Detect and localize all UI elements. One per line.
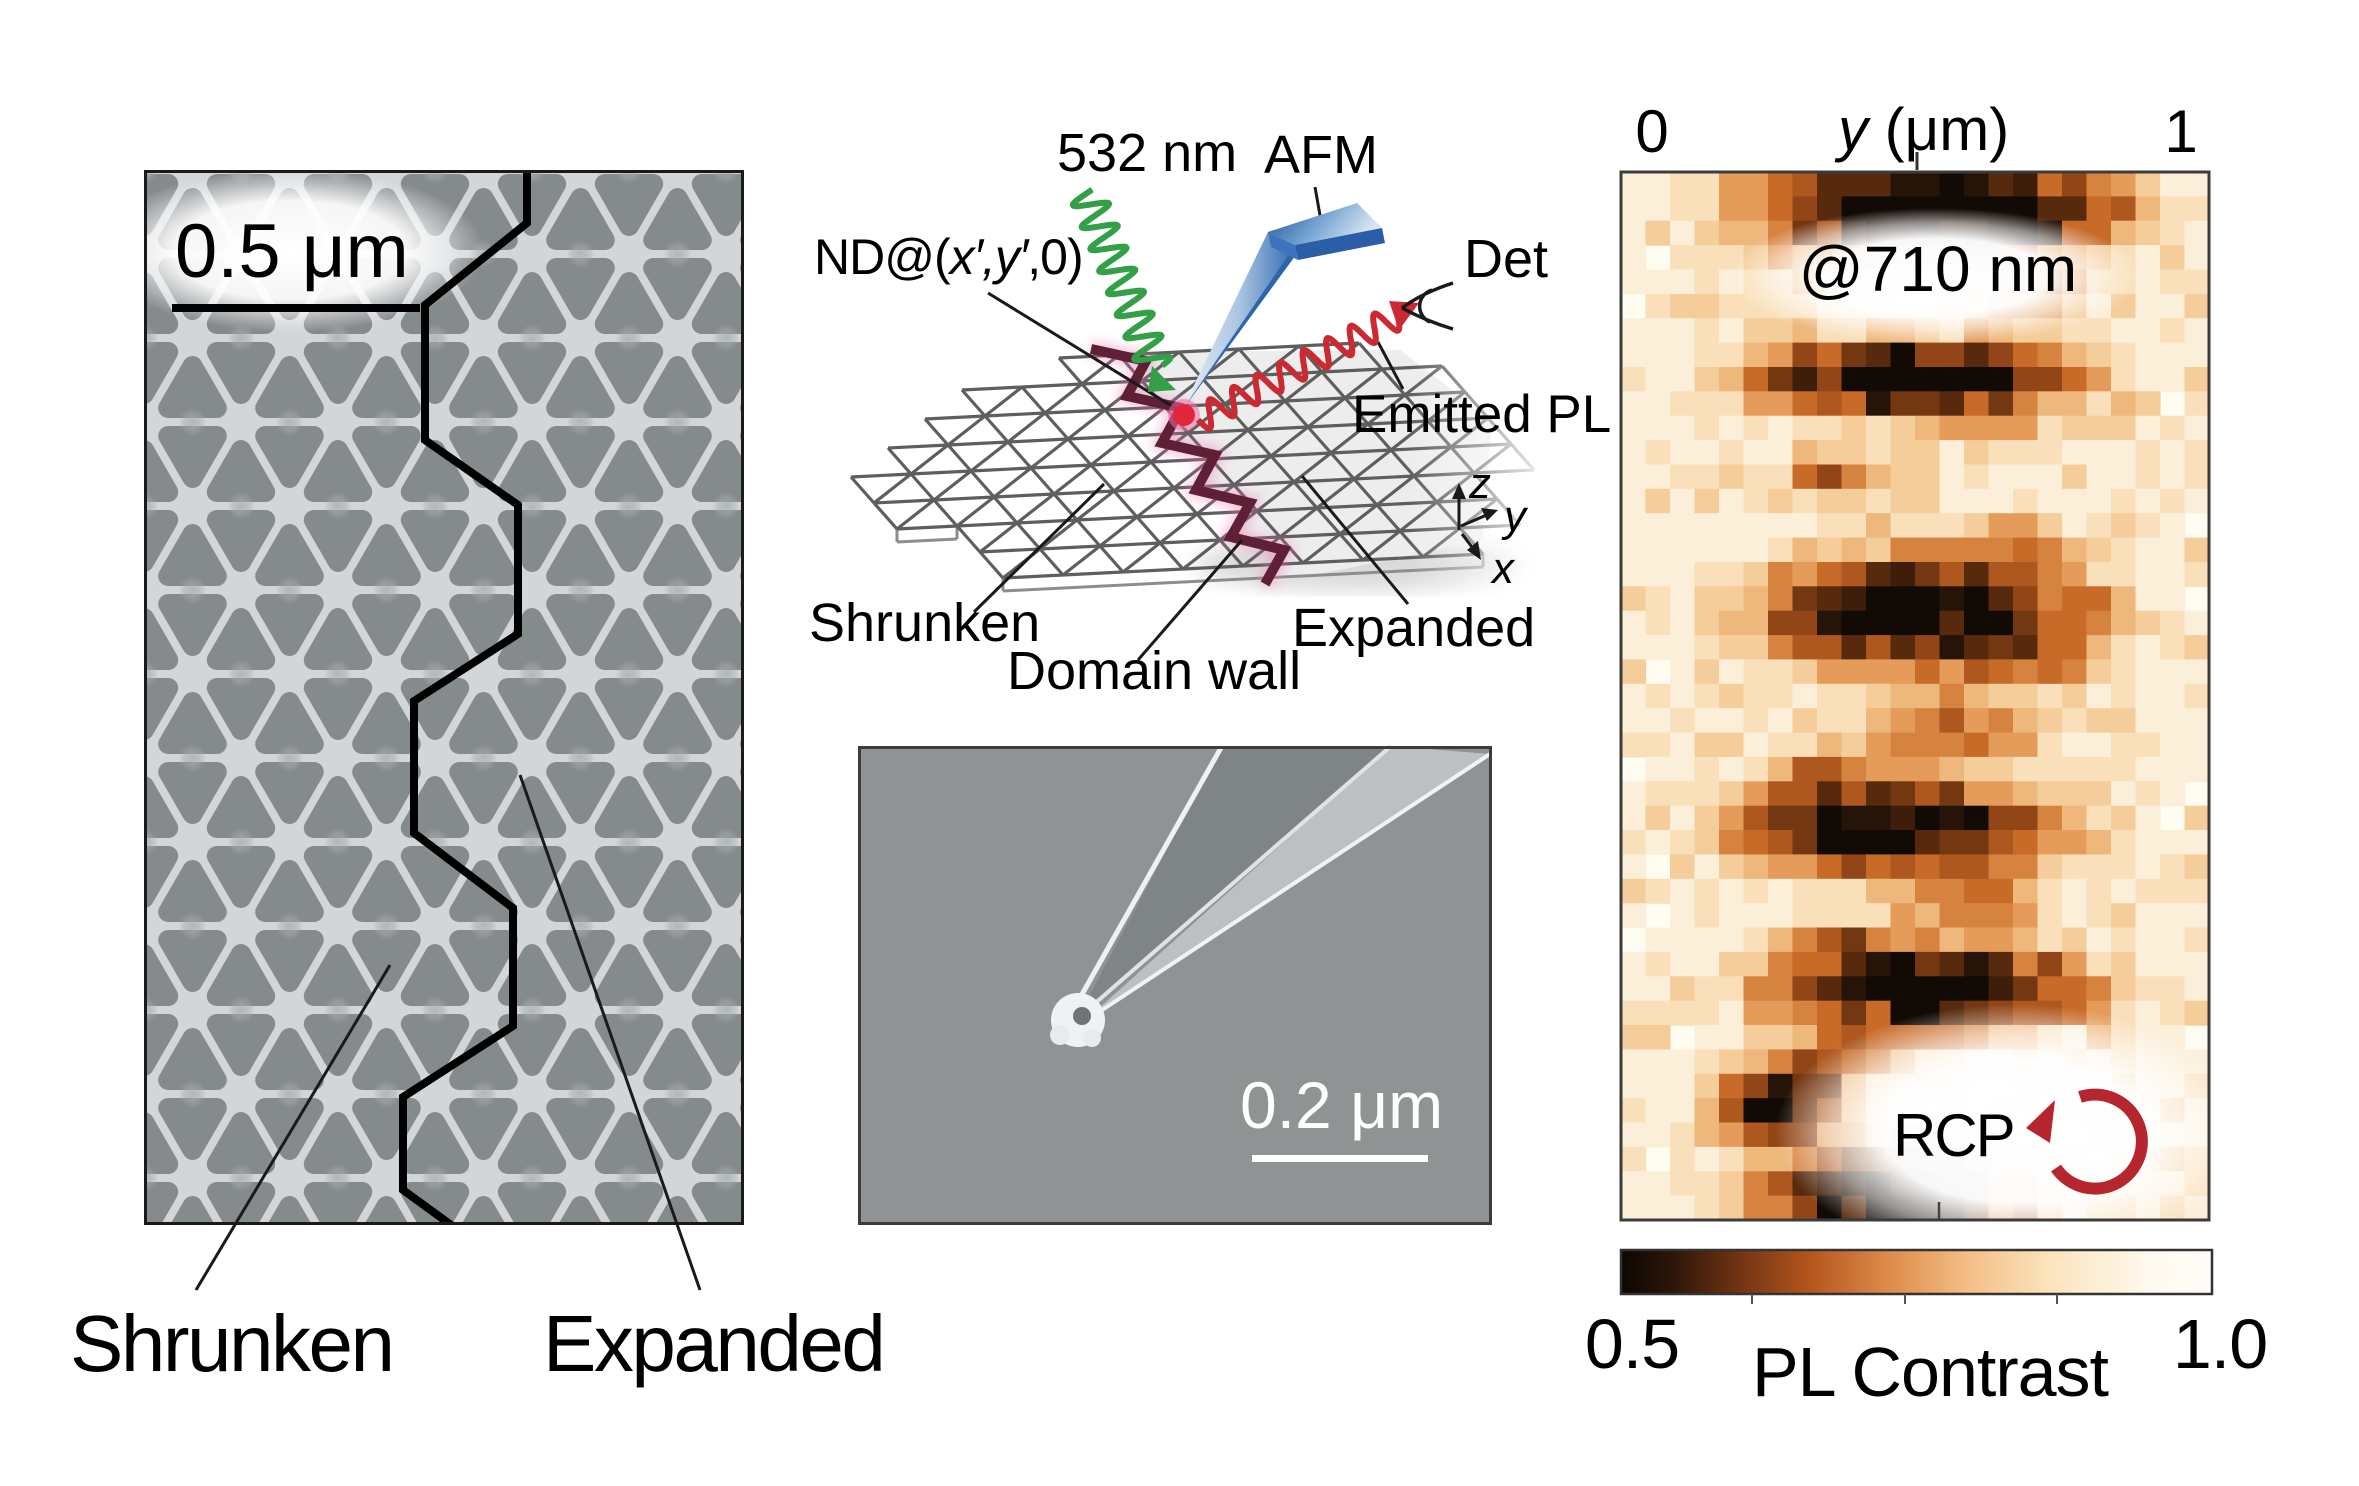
svg-text:Domain wall: Domain wall xyxy=(1007,641,1301,701)
svg-text:0: 0 xyxy=(1635,98,1668,165)
svg-text:y (μm): y (μm) xyxy=(1834,96,2009,163)
svg-text:532 nm: 532 nm xyxy=(1057,123,1237,183)
svg-text:y: y xyxy=(1501,492,1529,541)
svg-text:RCP: RCP xyxy=(1893,1102,2014,1169)
svg-text:Expanded: Expanded xyxy=(543,1299,883,1388)
svg-text:z: z xyxy=(1468,459,1491,508)
svg-text:x: x xyxy=(1490,544,1516,593)
svg-text:Shrunken: Shrunken xyxy=(809,593,1040,653)
svg-text:PL Contrast: PL Contrast xyxy=(1752,1333,2109,1411)
svg-text:Det: Det xyxy=(1464,229,1548,289)
svg-text:ND@(x′,y′,0): ND@(x′,y′,0) xyxy=(814,229,1083,285)
svg-text:Shrunken: Shrunken xyxy=(70,1299,392,1388)
svg-text:AFM: AFM xyxy=(1264,125,1378,185)
svg-text:1: 1 xyxy=(2164,98,2197,165)
svg-text:0.5 μm: 0.5 μm xyxy=(175,209,409,294)
svg-text:Emitted PL: Emitted PL xyxy=(1352,385,1611,444)
svg-text:@710 nm: @710 nm xyxy=(1799,233,2077,305)
svg-text:1.0: 1.0 xyxy=(2173,1305,2267,1383)
svg-text:0.2 μm: 0.2 μm xyxy=(1240,1068,1443,1142)
svg-text:0.5: 0.5 xyxy=(1585,1305,1679,1383)
svg-text:Expanded: Expanded xyxy=(1292,598,1535,658)
